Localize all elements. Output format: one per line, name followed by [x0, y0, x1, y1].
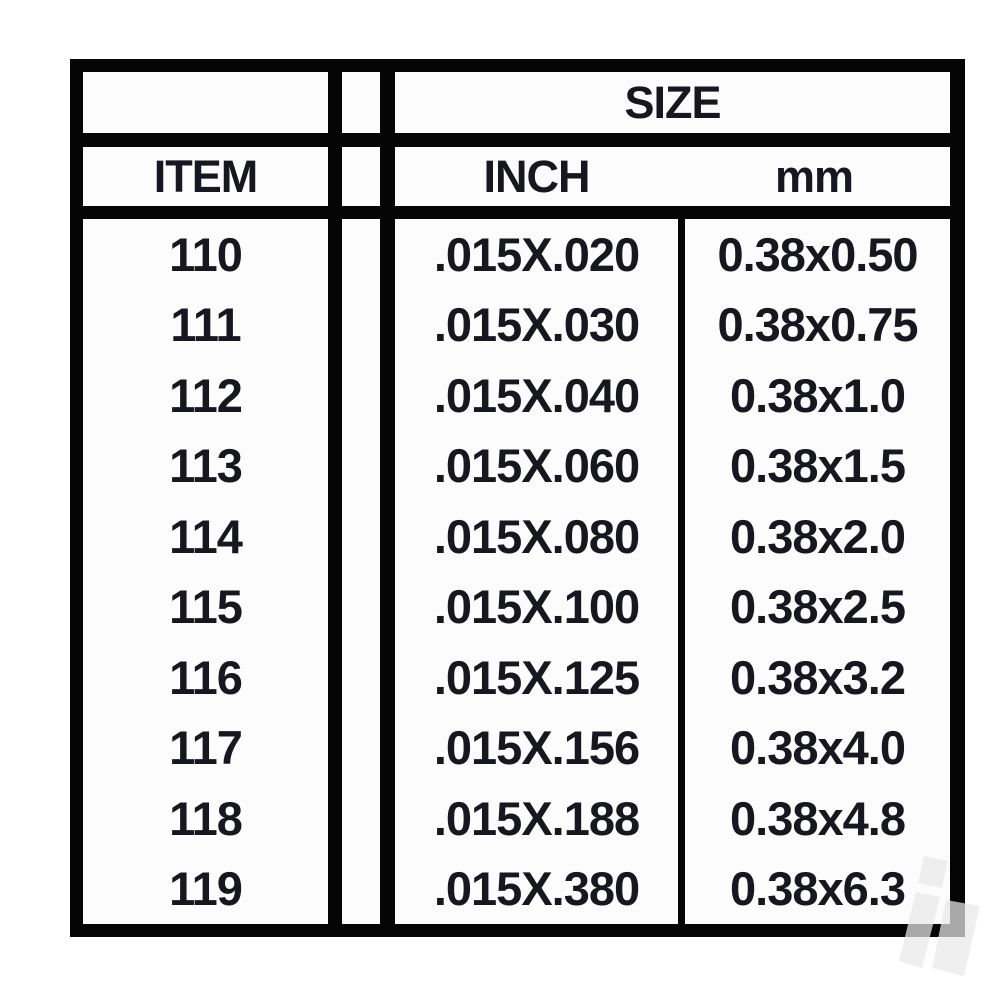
- inch-value: .015X.100: [433, 580, 640, 634]
- mm-value: 0.38x3.2: [730, 650, 906, 704]
- inch-header-label: INCH: [483, 150, 591, 202]
- mm-value: 0.38x4.0: [730, 721, 906, 775]
- unit-header-cell: INCH mm: [395, 147, 950, 206]
- mm-value: 0.38x0.75: [717, 298, 918, 352]
- size-header-label: SIZE: [624, 76, 721, 128]
- size-header-cell: SIZE: [395, 72, 950, 133]
- separator-strip-cell-mid: [342, 147, 380, 206]
- mm-value: 0.38x1.5: [730, 439, 906, 493]
- separator-strip-cell-top: [342, 72, 380, 133]
- item-value: 112: [169, 368, 243, 422]
- size-chart-grid: SIZE ITEM INCH mm 110 111 112 113: [83, 72, 952, 924]
- item-value: 113: [169, 439, 243, 493]
- mm-value: 0.38x2.5: [730, 580, 906, 634]
- item-value: 118: [169, 791, 243, 845]
- inch-value: .015X.125: [433, 650, 640, 704]
- separator-strip-cell-body: [342, 219, 380, 924]
- inch-column: .015X.020 .015X.030 .015X.040 .015X.060 …: [395, 219, 678, 924]
- item-header-label: ITEM: [153, 150, 258, 202]
- inch-value: .015X.020: [433, 227, 640, 281]
- inch-value: .015X.156: [433, 721, 640, 775]
- inch-value: .015X.080: [433, 509, 640, 563]
- mm-value: 0.38x4.8: [730, 791, 906, 845]
- item-value: 114: [169, 509, 243, 563]
- item-header-cell: ITEM: [83, 147, 328, 206]
- inch-value: .015X.030: [433, 298, 640, 352]
- mm-value: 0.38x2.0: [730, 509, 906, 563]
- item-value: 116: [169, 650, 243, 704]
- inch-header-half: INCH: [395, 147, 678, 206]
- item-value: 115: [169, 580, 243, 634]
- mm-value: 0.38x6.3: [730, 862, 906, 916]
- mm-header-label: mm: [774, 150, 854, 202]
- mm-value: 0.38x1.0: [730, 368, 906, 422]
- inch-value: .015X.380: [433, 862, 640, 916]
- mm-value: 0.38x0.50: [717, 227, 918, 281]
- item-value: 117: [169, 721, 243, 775]
- mm-header-half: mm: [678, 147, 950, 206]
- item-header-blank-cell: [83, 72, 328, 133]
- item-column: 110 111 112 113 114 115 116 117 118 119: [83, 219, 328, 924]
- inch-value: .015X.188: [433, 791, 640, 845]
- item-value: 119: [169, 862, 243, 916]
- inch-value: .015X.040: [433, 368, 640, 422]
- mm-column: 0.38x0.50 0.38x0.75 0.38x1.0 0.38x1.5 0.…: [685, 219, 950, 924]
- item-value: 111: [170, 298, 241, 352]
- item-value: 110: [169, 227, 243, 281]
- inch-value: .015X.060: [433, 439, 640, 493]
- size-chart-table: SIZE ITEM INCH mm 110 111 112 113: [70, 59, 965, 937]
